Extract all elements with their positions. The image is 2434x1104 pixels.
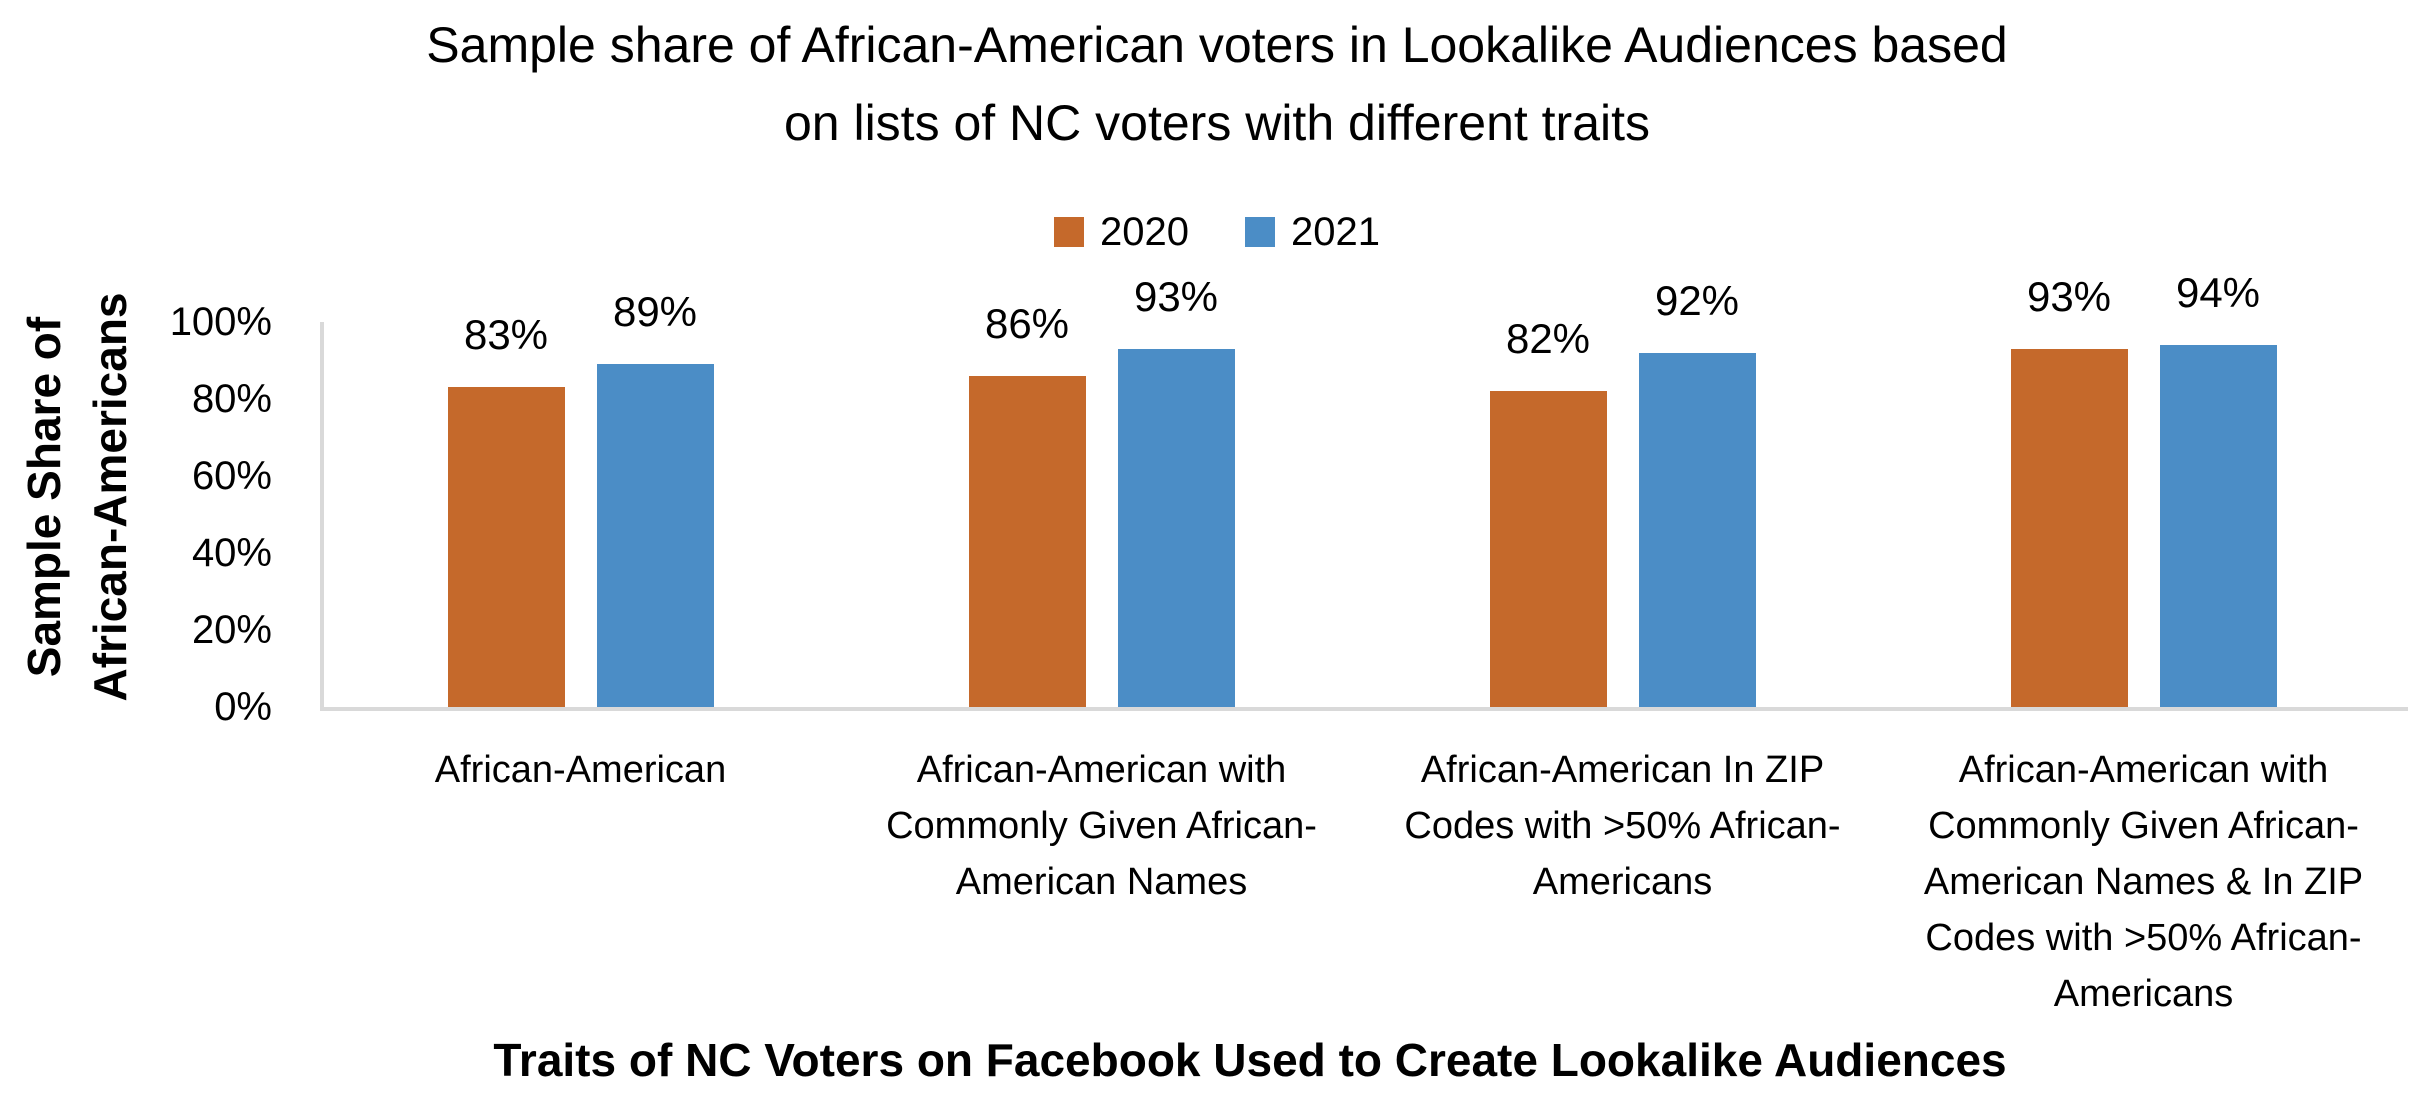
chart-title: Sample share of African-American voters … [0,6,2434,162]
value-label-2021-category-1: 89% [612,288,698,336]
value-label-2021-category-2: 93% [1133,272,1219,320]
bar-2021-category-1 [596,364,714,707]
category-label-1-line: African-American [434,749,727,791]
chart-title-line-2: on lists of NC voters with different tra… [783,95,1651,151]
legend-swatch-2021 [1245,217,1275,247]
value-label-2021-category-4: 94% [2175,269,2261,317]
category-label-1: African-American [320,742,841,798]
category-label-3-line: Americans [1532,861,1713,903]
value-label-2020-category-2: 86% [984,299,1070,347]
category-label-3-line: Codes with >50% African- [1404,805,1841,847]
chart-title-line-1: Sample share of African-American voters … [426,17,2008,73]
y-tick-label-40pct: 40% [191,531,272,575]
value-label-2020-category-1: 83% [463,311,549,359]
category-label-2-line: African-American with [916,749,1287,791]
bar-2021-category-4 [2159,345,2277,707]
category-label-4: African-American with Commonly Given Afri… [1883,742,2404,1022]
plot-area [320,322,2408,711]
value-label-2021-category-3: 92% [1654,276,1740,324]
legend-label-2021: 2021 [1291,209,1380,254]
value-label-2020-category-4: 93% [2026,272,2112,320]
bar-2020-category-3 [1489,391,1607,707]
category-label-3-line: African-American In ZIP [1420,749,1825,791]
x-axis-title: Traits of NC Voters on Facebook Used to … [493,1034,2007,1086]
bar-2021-category-3 [1638,352,1756,707]
category-label-2: African-American with Commonly Given Afri… [841,742,1362,910]
legend-item-2020: 2020 [1054,210,1189,255]
category-label-4-line: Americans [2053,973,2234,1015]
bar-2020-category-2 [968,375,1086,707]
y-tick-label-100pct: 100% [169,300,272,344]
legend-label-2020: 2020 [1100,209,1189,254]
y-tick-label-80pct: 80% [191,377,272,421]
category-label-3: African-American In ZIP Codes with >50% A… [1362,742,1883,910]
bar-2021-category-2 [1117,348,1235,707]
legend-item-2021: 2021 [1245,210,1380,255]
category-label-4-line: Codes with >50% African- [1925,917,2362,959]
value-label-2020-category-3: 82% [1505,315,1591,363]
y-tick-label-0pct: 0% [214,685,272,729]
y-tick-label-20pct: 20% [191,608,272,652]
y-tick-label-60pct: 60% [191,454,272,498]
chart-legend: 2020 2021 [0,210,2434,254]
category-label-4-line: African-American with [1958,749,2329,791]
bar-2020-category-1 [447,387,565,707]
category-label-2-line: Commonly Given African- [886,805,1317,847]
category-label-4-line: Commonly Given African- [1928,805,2359,847]
category-label-2-line: American Names [955,861,1248,903]
legend-swatch-2020 [1054,217,1085,247]
bar-2020-category-4 [2010,348,2128,707]
category-label-4-line: American Names & In ZIP [1923,861,2364,903]
